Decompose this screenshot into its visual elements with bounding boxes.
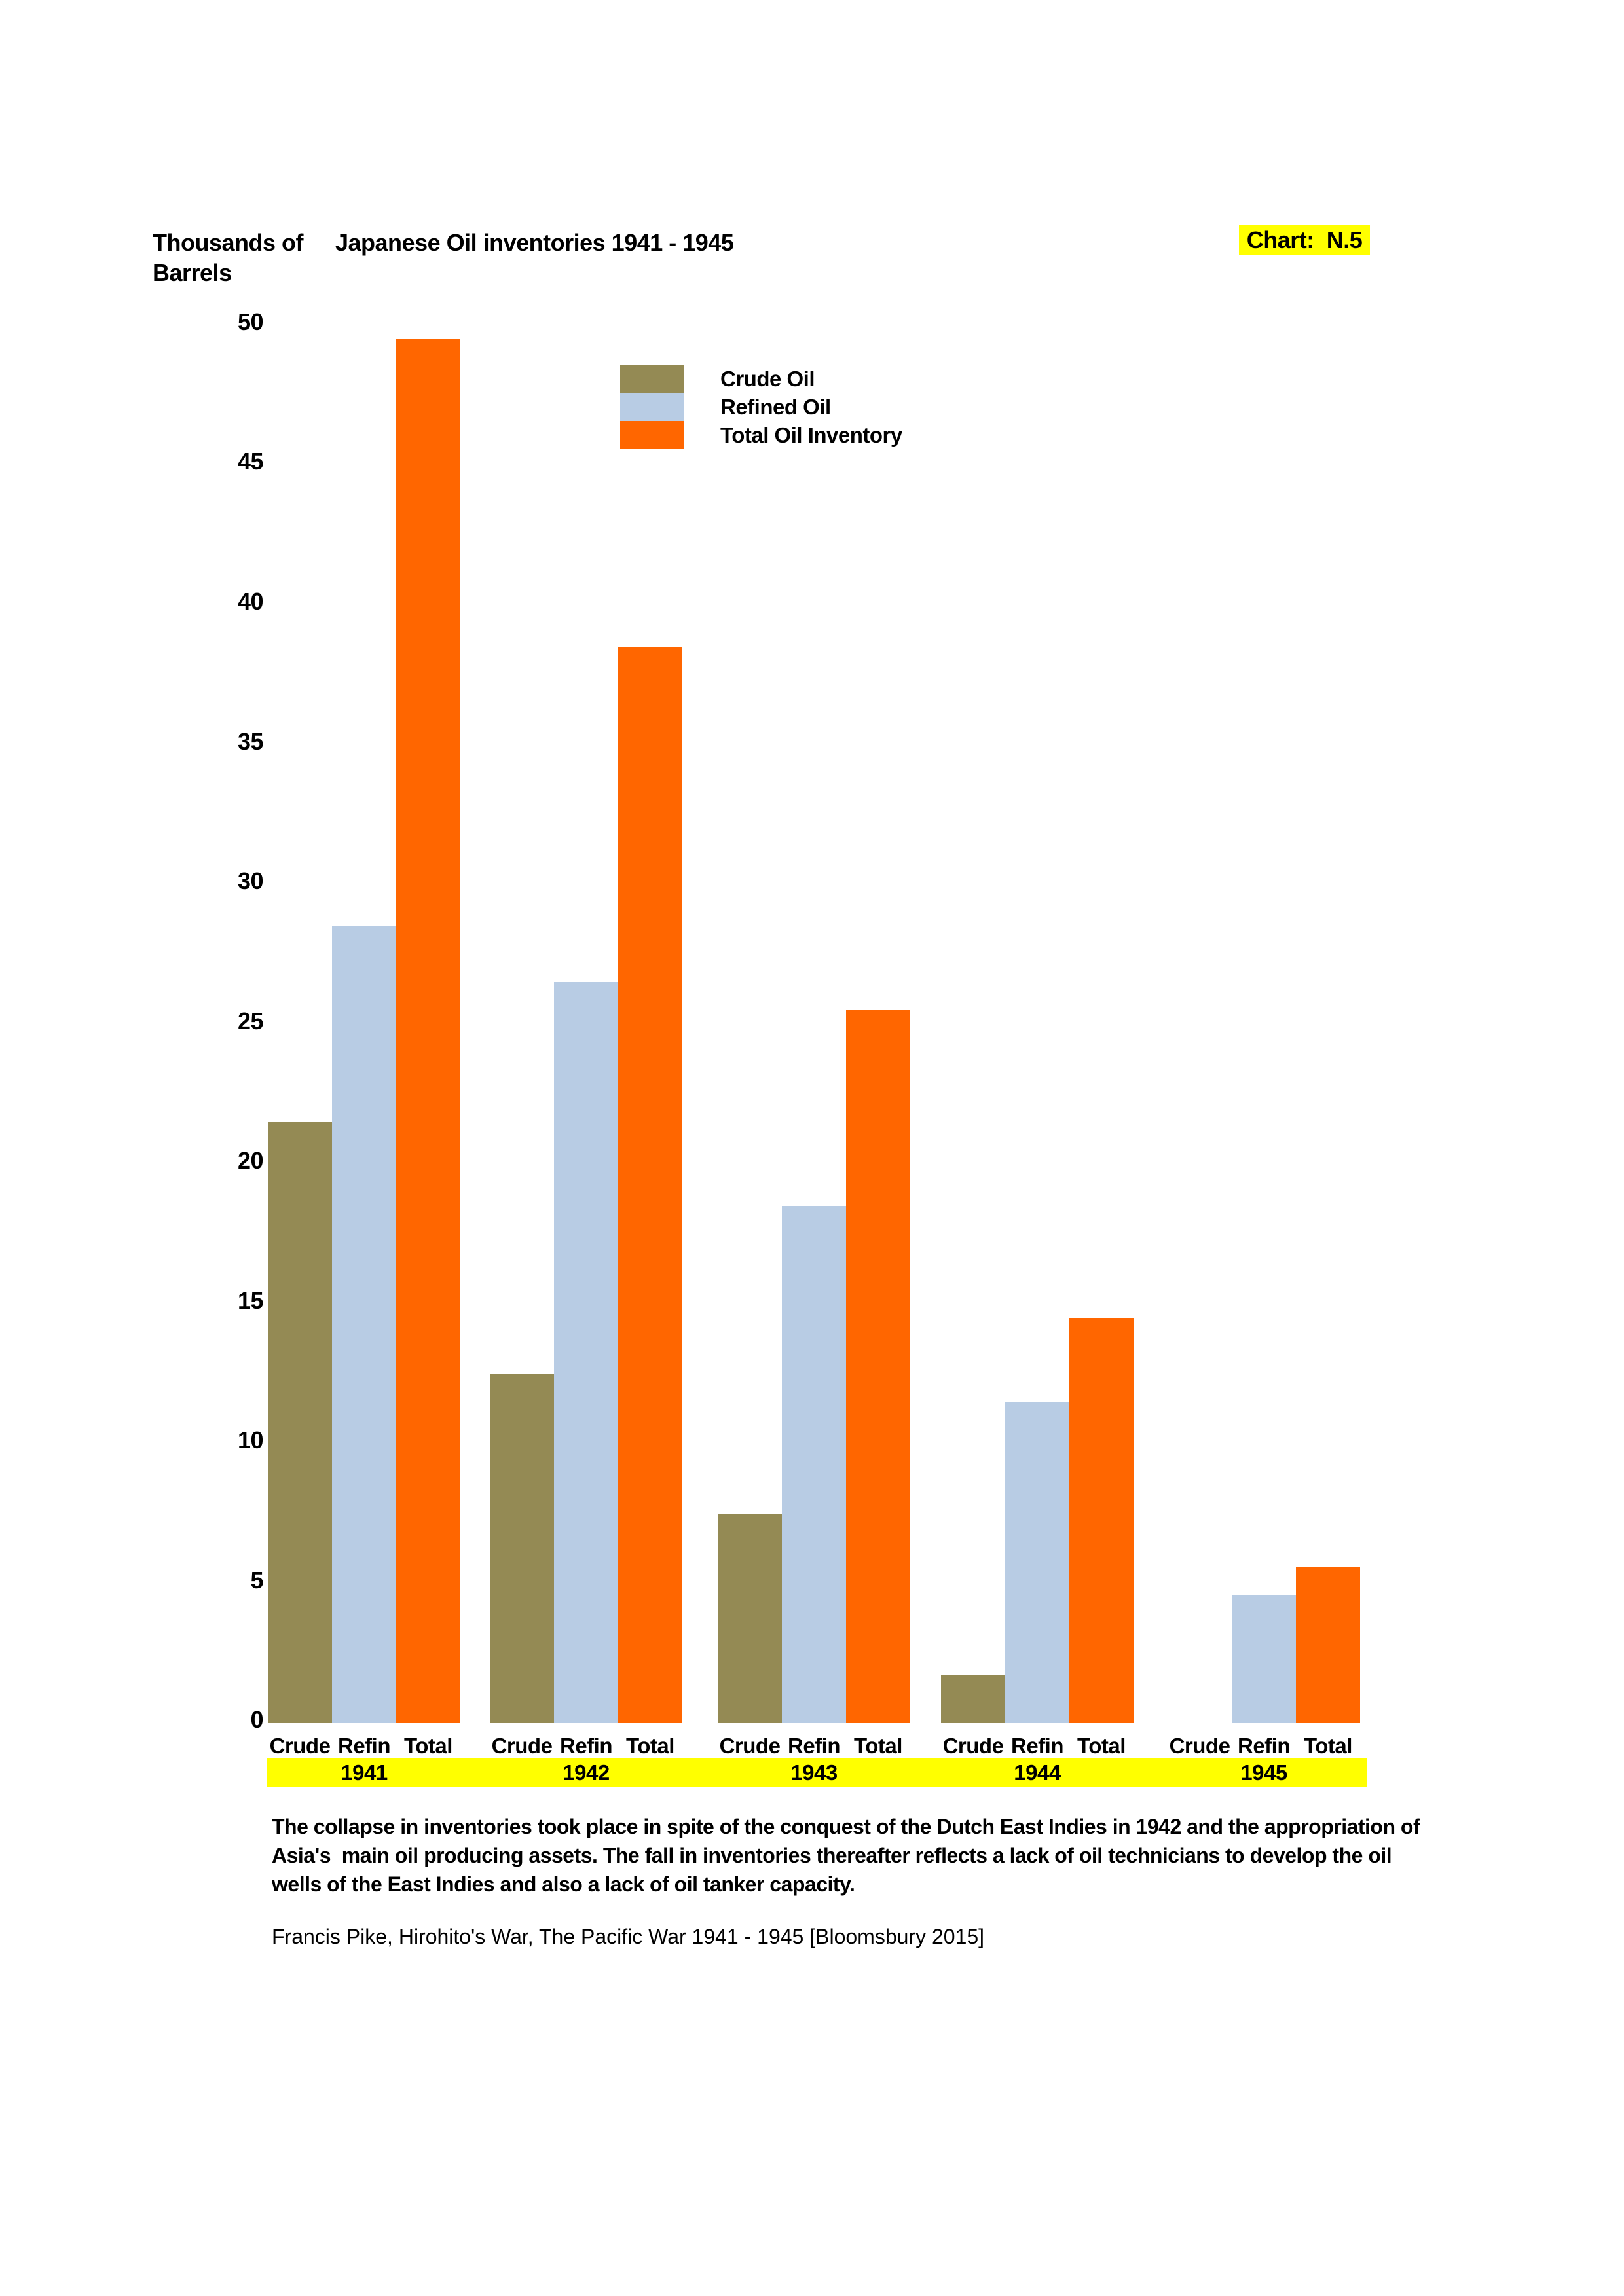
bar-category-label: Crude xyxy=(269,1734,331,1758)
bar-1941-crude xyxy=(268,1122,332,1723)
bar-group-1945 xyxy=(1168,325,1360,1723)
bar-category-label: Crude xyxy=(1169,1734,1230,1758)
bar-category-label: Total xyxy=(854,1734,902,1758)
legend-label: Refined Oil xyxy=(720,395,831,419)
footnote-line: Asia's main oil producing assets. The fa… xyxy=(272,1844,1392,1867)
bar-group-1942 xyxy=(490,325,682,1723)
bar-category-label: Crude xyxy=(942,1734,1004,1758)
legend-label: Crude Oil xyxy=(720,367,815,391)
footnote-line: wells of the East Indies and also a lack… xyxy=(272,1872,855,1896)
bar-category-label: Refin xyxy=(560,1734,613,1758)
bar-category-label: Total xyxy=(404,1734,452,1758)
y-tick-label: 10 xyxy=(237,1427,264,1453)
footnote: The collapse in inventories took place i… xyxy=(272,1812,1420,1899)
legend-swatch-crude-oil xyxy=(620,365,684,393)
y-axis-unit-line2: Barrels xyxy=(153,259,232,286)
y-tick-label: 45 xyxy=(237,448,264,475)
bar-1943-refin xyxy=(782,1206,846,1723)
y-tick-label: 0 xyxy=(250,1706,263,1733)
legend: Crude Oil Refined Oil Total Oil Inventor… xyxy=(620,365,948,449)
bar-1944-total xyxy=(1069,1318,1134,1723)
bar-1941-total xyxy=(396,339,460,1723)
bar-category-label: Total xyxy=(626,1734,674,1758)
citation: Francis Pike, Hirohito's War, The Pacifi… xyxy=(272,1925,985,1948)
legend-swatch-refined-oil xyxy=(620,393,684,421)
y-tick-label: 5 xyxy=(250,1567,263,1594)
y-axis-unit-line1: Thousands of xyxy=(153,229,304,256)
bar-1944-crude xyxy=(941,1675,1005,1723)
y-tick-label: 35 xyxy=(237,728,264,755)
bar-1942-refin xyxy=(554,982,618,1723)
year-label: 1945 xyxy=(1240,1760,1287,1785)
y-tick-label: 25 xyxy=(237,1008,264,1034)
bar-category-label: Refin xyxy=(338,1734,391,1758)
year-label: 1941 xyxy=(341,1760,388,1785)
y-tick-label: 50 xyxy=(237,308,264,335)
legend-swatch-total-oil-inventory xyxy=(620,421,684,449)
bar-category-label: Refin xyxy=(1011,1734,1064,1758)
bar-1944-refin xyxy=(1005,1402,1069,1723)
bar-group-1941 xyxy=(268,325,460,1723)
year-label: 1942 xyxy=(563,1760,610,1785)
chart-title: Japanese Oil inventories 1941 - 1945 xyxy=(335,229,734,256)
bar-1942-total xyxy=(618,647,682,1723)
bar-1941-refin xyxy=(332,926,396,1723)
bar-category-label: Total xyxy=(1077,1734,1126,1758)
bar-1945-total xyxy=(1296,1567,1360,1723)
legend-item: Refined Oil xyxy=(620,393,948,421)
legend-item: Total Oil Inventory xyxy=(620,421,948,449)
bar-category-label: Crude xyxy=(491,1734,553,1758)
bar-category-label: Refin xyxy=(1238,1734,1291,1758)
y-axis-unit-label: Thousands of Barrels xyxy=(153,228,304,288)
bar-group-1943 xyxy=(718,325,910,1723)
bar-1945-refin xyxy=(1232,1595,1296,1723)
y-tick-label: 15 xyxy=(237,1287,264,1314)
bar-category-label: Refin xyxy=(788,1734,841,1758)
year-label: 1944 xyxy=(1014,1760,1061,1785)
plot-area xyxy=(267,325,1367,1723)
bar-group-1944 xyxy=(941,325,1134,1723)
bar-1942-crude xyxy=(490,1374,554,1723)
legend-item: Crude Oil xyxy=(620,365,948,393)
bar-category-label: Crude xyxy=(719,1734,781,1758)
year-band: 1941 1942 1943 1944 1945 xyxy=(267,1758,1367,1787)
x-axis-labels: Crude Refin Total Crude Refin Total Crude Refin… xyxy=(267,1734,1367,1760)
footnote-line: The collapse in inventories took place i… xyxy=(272,1815,1420,1838)
legend-label: Total Oil Inventory xyxy=(720,423,902,447)
bar-1943-total xyxy=(846,1010,910,1723)
y-tick-label: 20 xyxy=(237,1147,264,1174)
y-tick-label: 30 xyxy=(237,867,264,894)
y-tick-label: 40 xyxy=(237,588,264,615)
bar-1943-crude xyxy=(718,1514,782,1723)
year-label: 1943 xyxy=(790,1760,838,1785)
chart-ref-badge: Chart: N.5 xyxy=(1239,225,1370,255)
bar-category-label: Total xyxy=(1304,1734,1352,1758)
